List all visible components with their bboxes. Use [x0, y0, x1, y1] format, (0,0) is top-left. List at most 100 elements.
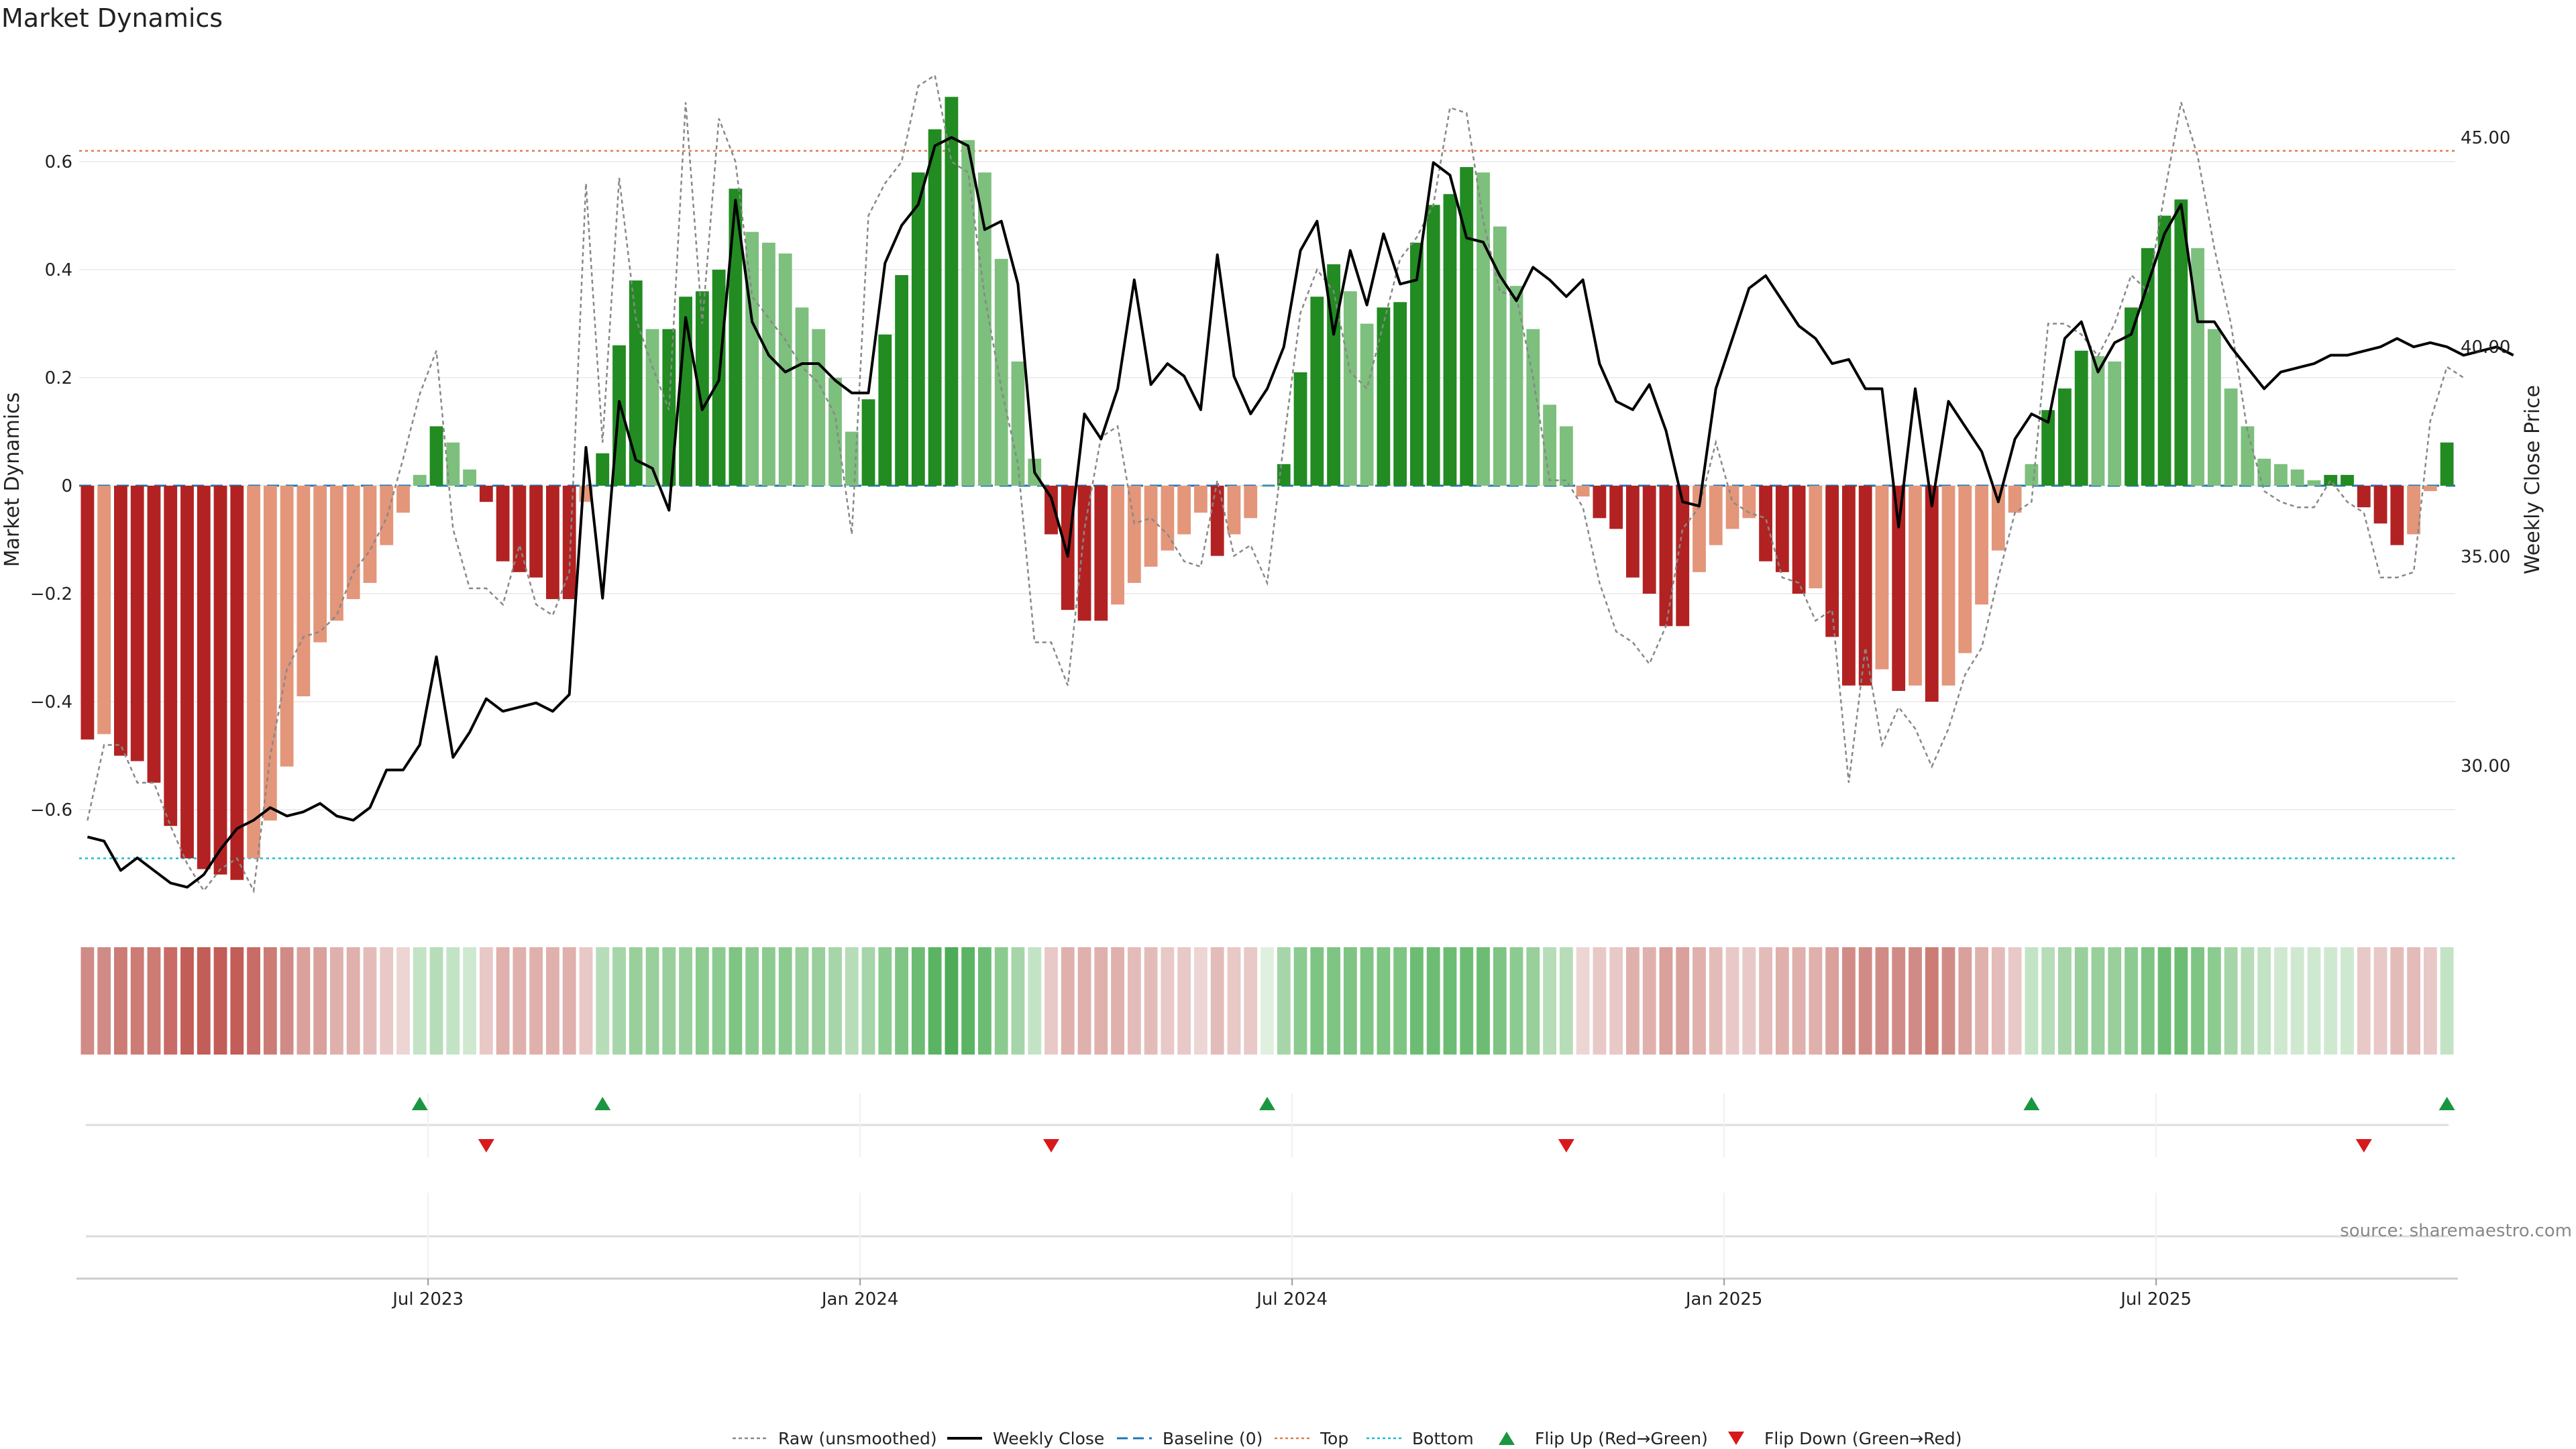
dynamics-bar	[2373, 486, 2387, 524]
reference-levels	[79, 150, 2455, 859]
regime-cell	[562, 947, 576, 1055]
regime-cell	[1609, 947, 1623, 1055]
right-tick-label: 30.00	[2461, 756, 2510, 776]
dynamics-bar	[1543, 405, 1556, 486]
dynamics-bar	[130, 486, 144, 761]
regime-cell	[1144, 947, 1158, 1055]
regime-cell	[1725, 947, 1739, 1055]
dynamics-bar	[2224, 388, 2238, 486]
regime-cell	[845, 947, 859, 1055]
regime-cell	[1892, 947, 1906, 1055]
dynamics-bar	[363, 486, 377, 583]
regime-cell	[1526, 947, 1540, 1055]
left-tick-label: 0.4	[45, 260, 72, 280]
dynamics-bar	[1493, 226, 1507, 486]
dynamics-bar	[2423, 486, 2437, 492]
left-tick-label: −0.6	[30, 800, 72, 820]
regime-cell	[1161, 947, 1175, 1055]
dynamics-bar	[463, 469, 476, 486]
dynamics-bar	[1576, 486, 1590, 497]
flip-markers	[86, 1093, 2455, 1279]
regime-cell	[2324, 947, 2338, 1055]
dynamics-bar	[213, 486, 227, 875]
regime-cell	[1044, 947, 1058, 1055]
regime-cell	[213, 947, 227, 1055]
dynamics-bar	[1161, 486, 1175, 551]
dynamics-bar	[180, 486, 194, 859]
regime-cell	[429, 947, 443, 1055]
dynamics-bar	[1526, 329, 1540, 486]
dynamics-bar	[330, 486, 343, 621]
dynamics-bar	[1477, 172, 1490, 486]
regime-cell	[247, 947, 260, 1055]
dynamics-bar	[313, 486, 327, 643]
dynamics-bar	[1343, 291, 1357, 486]
legend-item: Top	[1275, 1429, 1348, 1448]
regime-cell	[413, 947, 427, 1055]
dynamics-bar	[446, 442, 460, 486]
legend-label: Top	[1320, 1429, 1348, 1448]
regime-cell	[1709, 947, 1723, 1055]
regime-cell	[1875, 947, 1889, 1055]
flip-up-marker	[2023, 1097, 2040, 1110]
regime-cell	[1177, 947, 1191, 1055]
regime-cell	[496, 947, 510, 1055]
regime-cell	[2091, 947, 2105, 1055]
dynamics-bar	[1443, 194, 1457, 486]
dynamics-bar	[1177, 486, 1191, 535]
regime-cell	[1426, 947, 1440, 1055]
regime-cell	[1941, 947, 1955, 1055]
dynamics-bar	[911, 172, 925, 486]
dynamics-bar	[729, 189, 743, 486]
regime-cell	[463, 947, 476, 1055]
regime-cell	[2390, 947, 2404, 1055]
legend-label: Baseline (0)	[1163, 1429, 1263, 1448]
regime-cell	[2407, 947, 2420, 1055]
regime-cell	[2290, 947, 2304, 1055]
dynamics-bar	[2274, 464, 2288, 486]
dynamics-bar	[1460, 167, 1474, 486]
regime-cell	[1277, 947, 1291, 1055]
close-line	[87, 136, 2514, 889]
regime-cell	[2174, 947, 2188, 1055]
regime-cell	[1909, 947, 1922, 1055]
dynamics-bar	[280, 486, 294, 767]
dynamics-bar	[1659, 486, 1673, 627]
regime-cell	[1077, 947, 1091, 1055]
dynamics-bar	[795, 307, 809, 486]
dynamics-bar	[529, 486, 543, 578]
dynamics-bar	[1377, 307, 1391, 486]
regime-cell	[2274, 947, 2288, 1055]
flip-up-marker	[1259, 1097, 1275, 1110]
regime-cell	[1227, 947, 1241, 1055]
dynamics-bar	[895, 275, 908, 486]
regime-cell	[280, 947, 294, 1055]
regime-cell	[1343, 947, 1357, 1055]
regime-cell	[1659, 947, 1673, 1055]
regime-cell	[1509, 947, 1523, 1055]
regime-cell	[297, 947, 311, 1055]
dynamics-bar	[147, 486, 161, 783]
dynamics-bar	[2241, 426, 2255, 486]
legend-label: Bottom	[1412, 1429, 1474, 1448]
regime-cell	[828, 947, 842, 1055]
regime-cell	[1194, 947, 1208, 1055]
dynamics-bar	[1144, 486, 1158, 567]
regime-cell	[978, 947, 991, 1055]
dynamics-bar	[1227, 486, 1241, 535]
regime-cell	[80, 947, 95, 1055]
legend-label: Weekly Close	[993, 1429, 1104, 1448]
regime-cell	[313, 947, 327, 1055]
regime-cell	[1377, 947, 1391, 1055]
regime-cell	[2241, 947, 2255, 1055]
dynamics-bar	[1642, 486, 1656, 594]
dynamics-bar	[928, 129, 942, 486]
regime-cell	[1693, 947, 1706, 1055]
legend-item: Baseline (0)	[1117, 1429, 1263, 1448]
dynamics-bar	[1360, 323, 1374, 486]
regime-cell	[330, 947, 343, 1055]
regime-cell	[579, 947, 593, 1055]
dynamics-bar	[230, 486, 244, 880]
dynamics-bar	[297, 486, 311, 696]
